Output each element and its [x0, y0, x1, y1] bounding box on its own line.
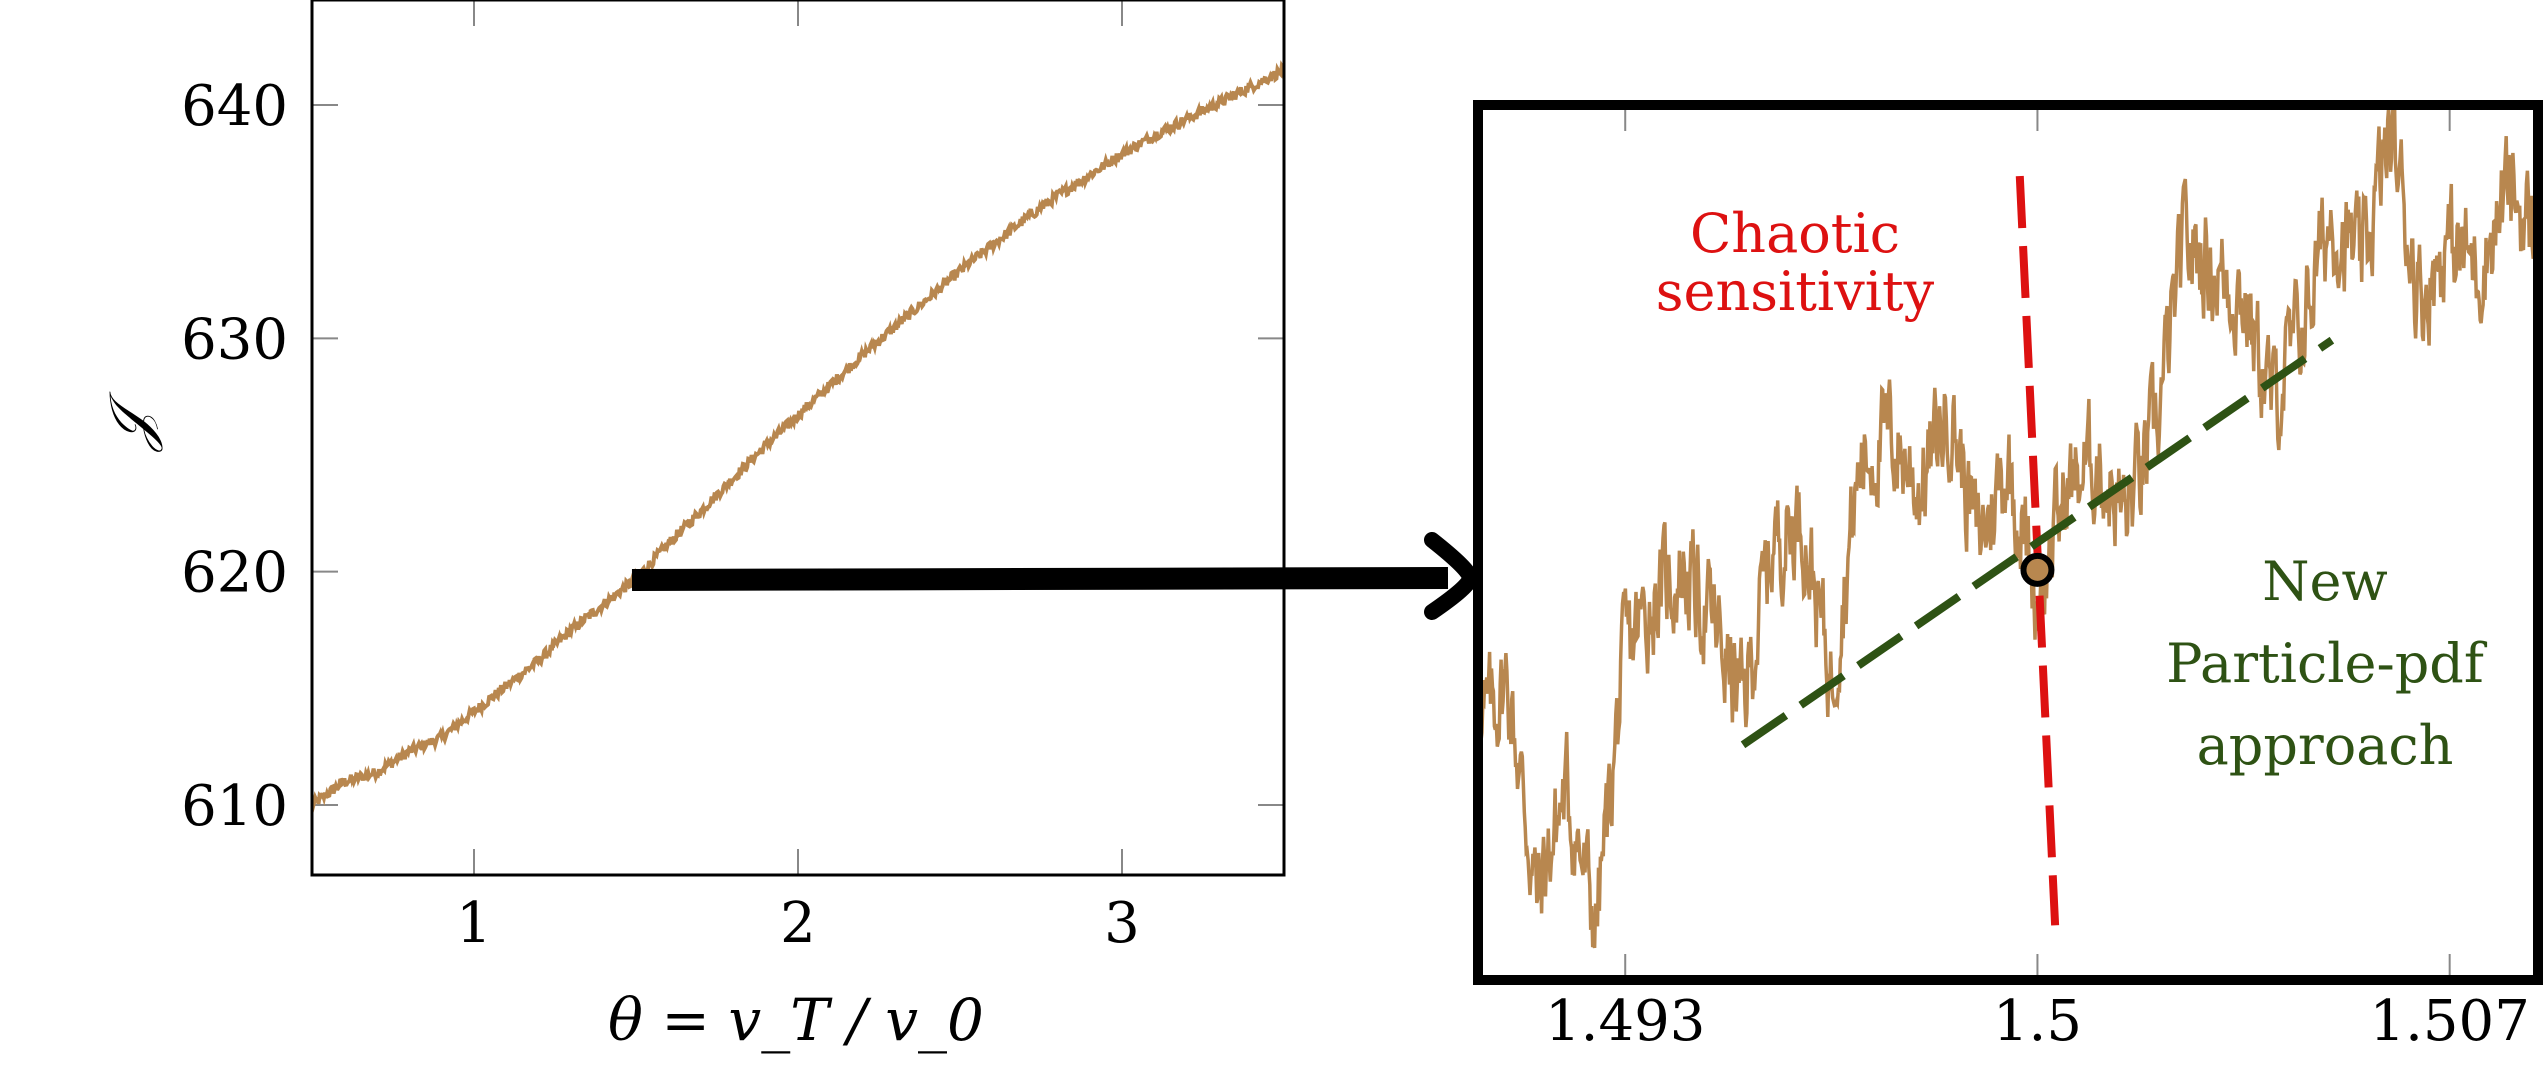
- annotation-line: approach: [2197, 714, 2454, 777]
- main-y-tick-label: 610: [181, 774, 288, 839]
- y-axis-title: 𝒥: [96, 391, 164, 453]
- main-y-tick-label: 620: [181, 541, 288, 606]
- annotation-line: sensitivity: [1656, 260, 1935, 323]
- main-x-ticks: [473, 0, 1123, 875]
- main-x-tick-label: 3: [1104, 891, 1140, 956]
- zoom-plot-frame: [1473, 100, 2543, 985]
- arrow-head-icon: [1424, 532, 1479, 620]
- annotation-line: Particle-pdf: [2166, 632, 2488, 695]
- x-axis-title: θ = v_T / v_0: [608, 986, 984, 1054]
- main-y-tick-labels: 610 620 630 640: [181, 74, 288, 839]
- zoom-x-tick-labels: 1.493 1.5 1.507: [1545, 989, 2530, 1054]
- main-x-tick-label: 1: [456, 891, 492, 956]
- main-plot-frame: [310, 0, 1286, 877]
- arrow-shaft: [631, 567, 1449, 591]
- main-y-tick-label: 630: [181, 307, 288, 372]
- zoom-x-tick-label: 1.493: [1545, 989, 1705, 1054]
- particle-pdf-label: New Particle-pdf approach: [2166, 550, 2488, 777]
- main-series-line: [312, 60, 1284, 813]
- main-plot: 1 2 3 610 620 630 640 θ = v_T / v_0 𝒥: [96, 0, 1286, 1054]
- main-x-tick-labels: 1 2 3: [456, 891, 1140, 956]
- zoom-x-tick-label: 1.5: [1993, 989, 2082, 1054]
- zoom-plot: 1.493 1.5 1.507 Chaotic sensitivity New Part…: [1473, 100, 2543, 1054]
- annotation-line: New: [2262, 550, 2387, 613]
- main-y-tick-label: 640: [181, 74, 288, 139]
- chaotic-sensitivity-label: Chaotic sensitivity: [1656, 202, 1935, 323]
- main-x-tick-label: 2: [780, 891, 816, 956]
- annotation-line: Chaotic: [1690, 202, 1900, 265]
- zoom-arrow: [631, 532, 1479, 620]
- particle-pdf-line: [1740, 336, 2335, 749]
- intersection-marker: [2020, 552, 2055, 587]
- zoom-x-tick-label: 1.507: [2370, 989, 2530, 1054]
- chaotic-sensitivity-line: [2015, 175, 2060, 926]
- main-y-ticks: [312, 104, 1284, 806]
- zoom-series-line: [1478, 105, 2538, 949]
